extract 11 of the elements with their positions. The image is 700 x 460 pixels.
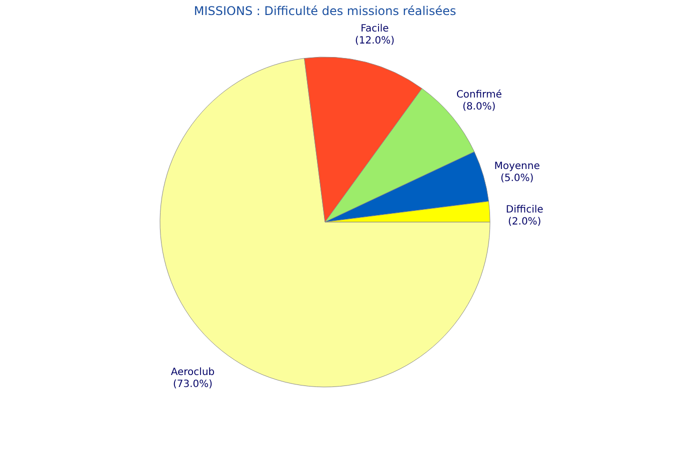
slice-label: Moyenne xyxy=(494,161,540,172)
slice-label: Confirmé xyxy=(456,90,502,101)
data-label: (73.0%) xyxy=(172,379,213,390)
chart-title: MISSIONS : Difficulté des missions réalisées xyxy=(194,4,456,18)
slice-label: Difficile xyxy=(506,204,544,216)
slice-label: Aeroclub xyxy=(170,367,215,378)
slice-label: Facile xyxy=(360,23,389,34)
data-label: (2.0%) xyxy=(508,216,542,228)
data-label: (5.0%) xyxy=(500,173,534,184)
data-label: (8.0%) xyxy=(462,102,496,113)
data-label: (12.0%) xyxy=(354,35,395,46)
